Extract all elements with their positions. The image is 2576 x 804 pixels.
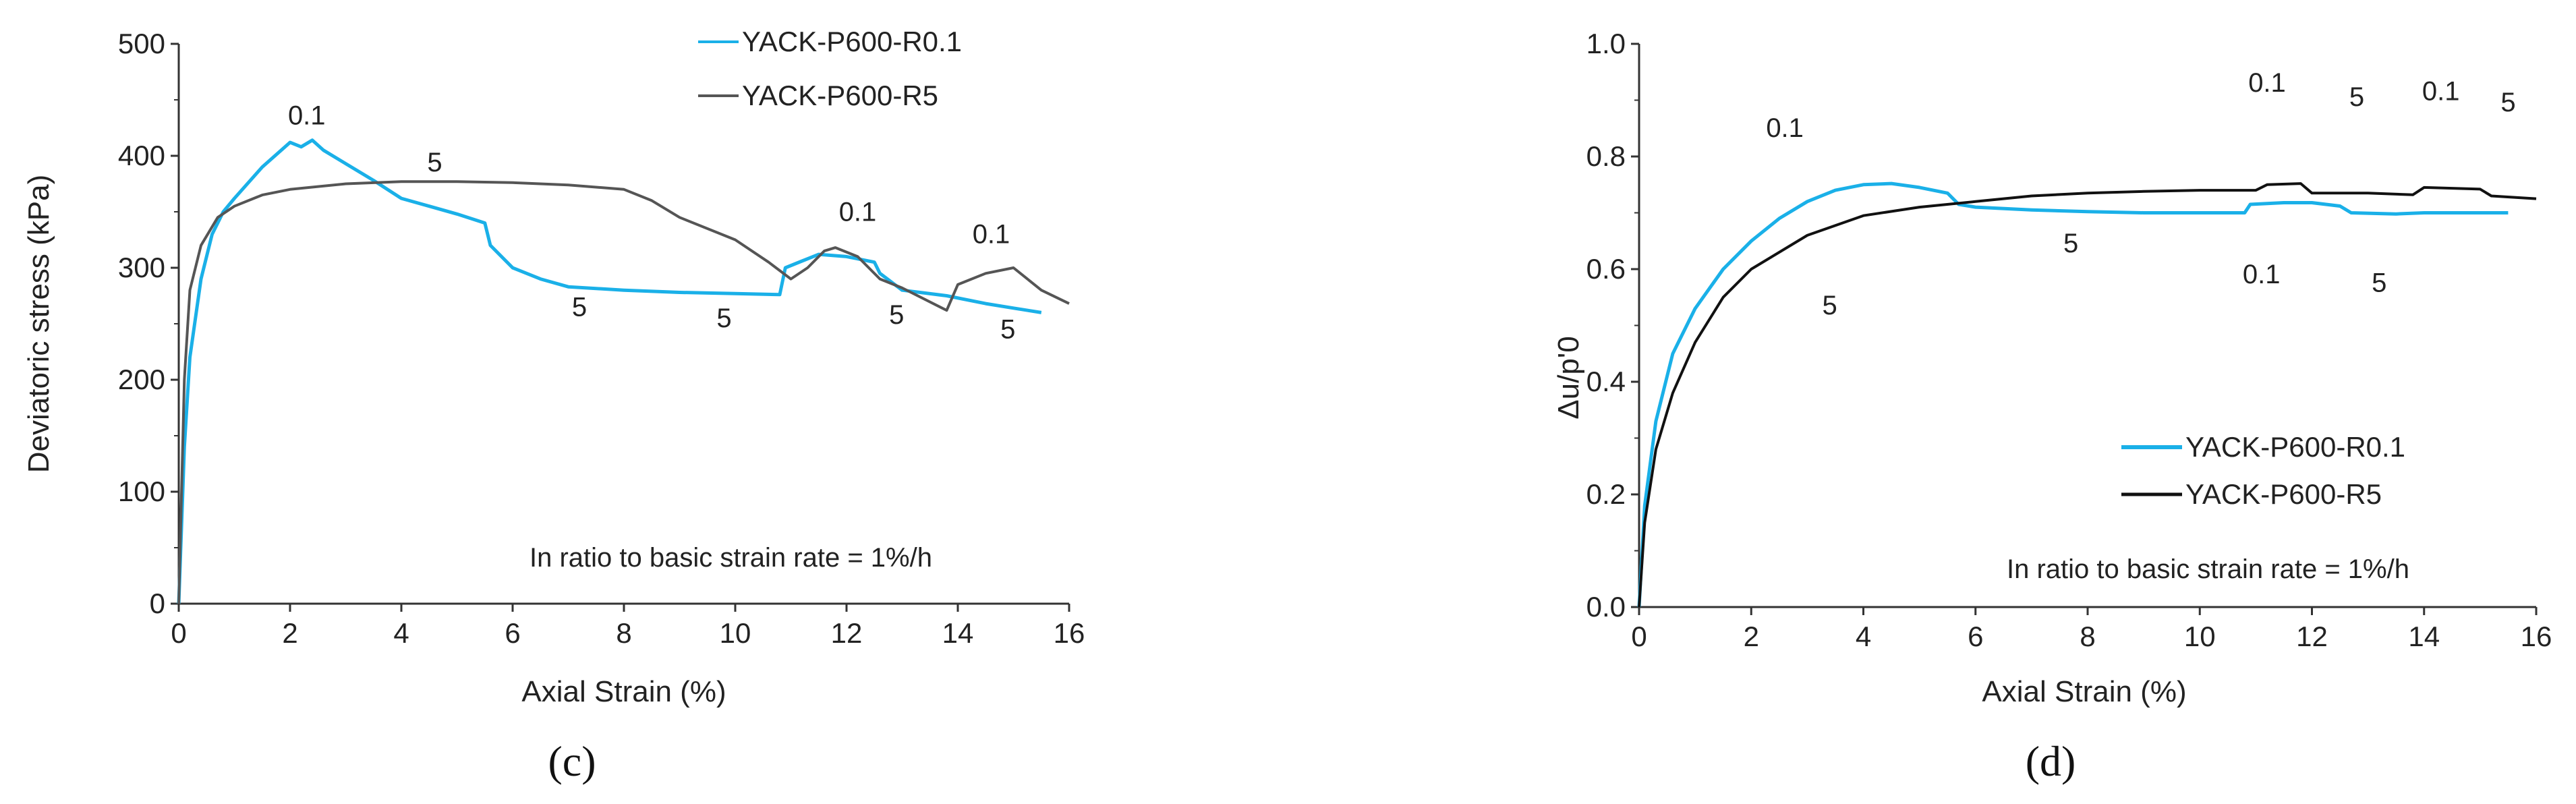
y-tick-label: 200 [118,364,165,395]
x-tick-label: 6 [1968,621,1983,652]
rate-annotation: 0.1 [973,219,1010,249]
rate-annotation: 5 [716,304,731,333]
y-tick-label: 0.0 [1586,591,1626,623]
rate-annotation: 0.1 [2422,77,2460,107]
rate-annotation: 5 [427,148,442,177]
caption-d: (d) [2026,737,2076,785]
x-tick-label: 0 [171,617,186,649]
x-tick-label: 12 [2296,621,2328,652]
caption-c: (c) [548,737,596,785]
rate-annotation: 0.1 [1766,113,1804,143]
x-tick-label: 4 [1856,621,1871,652]
rate-annotation: 5 [1000,315,1015,345]
rate-annotation: 0.1 [839,197,877,227]
legend: YACK-P600-R0.1 YACK-P600-R5 [2121,431,2405,510]
x-tick-label: 10 [720,617,751,649]
rate-annotation: 0.1 [288,101,326,131]
x-tick-label: 8 [616,617,631,649]
legend-label-2: YACK-P600-R5 [2185,478,2382,510]
annotations: 0.1 5 5 0.1 0.1 5 0.1 5 5 [1766,68,2515,320]
x-axis-title: Axial Strain (%) [521,675,726,708]
rate-annotation: 5 [889,300,904,330]
y-tick-label: 400 [118,140,165,171]
strain-rate-note: In ratio to basic strain rate = 1%/h [2007,554,2409,584]
x-tick-label: 2 [282,617,297,649]
x-ticks: 0 2 4 6 8 10 12 14 16 [171,604,1085,649]
legend-label-1: YACK-P600-R0.1 [2185,431,2405,463]
rate-annotation: 5 [2349,82,2364,112]
x-tick-label: 16 [2521,621,2552,652]
x-tick-label: 16 [1054,617,1085,649]
rate-annotation: 5 [1823,291,1837,320]
x-tick-label: 6 [505,617,520,649]
y-axis-title: Δu/p'0 [1552,336,1585,419]
y-ticks: 0.0 0.2 0.4 0.6 0.8 1.0 [1586,28,1639,623]
series-group [177,138,1070,604]
rate-annotation: 5 [2372,268,2386,297]
y-ticks: 0 100 200 300 400 500 [118,28,179,619]
rate-annotation: 5 [572,292,587,322]
y-axis-title: Deviatoric stress (kPa) [22,175,55,473]
rate-annotation: 5 [2063,229,2078,258]
y-tick-label: 1.0 [1586,28,1626,59]
x-tick-label: 12 [831,617,863,649]
y-tick-label: 0.8 [1586,140,1626,172]
x-tick-label: 4 [393,617,409,649]
legend: YACK-P600-R0.1 YACK-P600-R5 [698,26,962,111]
x-ticks: 0 2 4 6 8 10 12 14 16 [1631,607,2552,652]
x-tick-label: 2 [1744,621,1759,652]
y-tick-label: 0 [150,587,165,619]
x-tick-label: 8 [2080,621,2095,652]
x-tick-label: 14 [2408,621,2440,652]
y-tick-label: 300 [118,252,165,283]
annotations: 0.1 5 5 5 0.1 5 0.1 5 [288,101,1015,345]
strain-rate-note: In ratio to basic strain rate = 1%/h [529,543,932,573]
rate-annotation: 0.1 [2248,68,2286,98]
y-tick-label: 0.2 [1586,478,1626,510]
y-tick-label: 500 [118,28,165,59]
series-line-2 [177,180,1070,604]
legend-label-1: YACK-P600-R0.1 [742,26,962,57]
x-tick-label: 10 [2184,621,2216,652]
chart-panel-d: 0.00.20.40.60.81.0 0 2 4 6 8 10 12 14 16 0.1550.… [1552,28,2552,708]
y-tick-label: 100 [118,476,165,507]
x-tick-label: 14 [942,617,974,649]
y-tick-label: 0.4 [1586,366,1626,397]
series-line-1 [1637,181,2509,608]
series-line-2 [1638,182,2537,608]
x-tick-label: 0 [1631,621,1647,652]
legend-label-2: YACK-P600-R5 [742,80,938,111]
series-line-1 [177,138,1042,604]
x-axis-title: Axial Strain (%) [1982,675,2186,708]
series-group [1637,181,2537,608]
rate-annotation: 0.1 [2243,260,2281,289]
rate-annotation: 5 [2500,88,2515,117]
y-tick-label: 0.6 [1586,253,1626,285]
